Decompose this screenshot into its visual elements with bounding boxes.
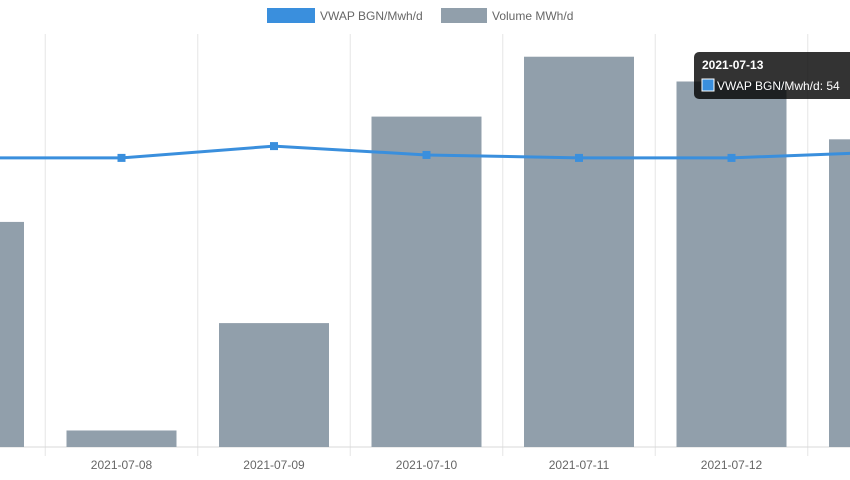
- x-tick-label: 2021-07-12: [701, 458, 763, 472]
- legend-label-vwap[interactable]: VWAP BGN/Mwh/d: [320, 9, 423, 23]
- tooltip-series-value: VWAP BGN/Mwh/d: 54: [717, 79, 840, 93]
- legend-swatch-volume[interactable]: [441, 8, 487, 23]
- volume-bar-2021-07-10[interactable]: [371, 116, 482, 447]
- tooltip-title: 2021-07-13: [702, 58, 764, 72]
- x-tick-label: 2021-07-08: [91, 458, 153, 472]
- chart-legend[interactable]: VWAP BGN/Mwh/d Volume MWh/d: [267, 8, 573, 23]
- x-axis: 2021-07-08 2021-07-09 2021-07-10 2021-07-11…: [91, 458, 763, 472]
- x-tick-label: 2021-07-09: [243, 458, 305, 472]
- tooltip-box: [694, 52, 850, 99]
- x-tick-label: 2021-07-11: [549, 458, 610, 472]
- x-tick-label: 2021-07-10: [396, 458, 458, 472]
- vwap-point-2021-07-10[interactable]: [422, 150, 431, 159]
- vwap-point-2021-07-09[interactable]: [270, 142, 278, 151]
- volume-bar-2021-07-13[interactable]: [829, 139, 850, 447]
- legend-label-volume[interactable]: Volume MWh/d: [492, 9, 573, 23]
- volume-bar-2021-07-11[interactable]: [524, 56, 634, 448]
- volume-bars: [0, 56, 850, 448]
- vwap-point-2021-07-12[interactable]: [727, 153, 736, 162]
- vwap-point-2021-07-11[interactable]: [575, 153, 583, 162]
- tooltip-color-swatch: [701, 78, 715, 92]
- vwap-line-series: [0, 142, 850, 162]
- volume-bar-2021-07-09[interactable]: [219, 323, 329, 447]
- volume-bar-2021-07-08[interactable]: [66, 430, 177, 447]
- legend-swatch-vwap[interactable]: [267, 8, 315, 23]
- volume-bar-2021-07-07[interactable]: [0, 221, 24, 447]
- vwap-point-2021-07-08[interactable]: [117, 153, 126, 162]
- volume-bar-2021-07-12[interactable]: [676, 81, 787, 448]
- chart-tooltip: 2021-07-13 VWAP BGN/Mwh/d: 54: [694, 52, 850, 99]
